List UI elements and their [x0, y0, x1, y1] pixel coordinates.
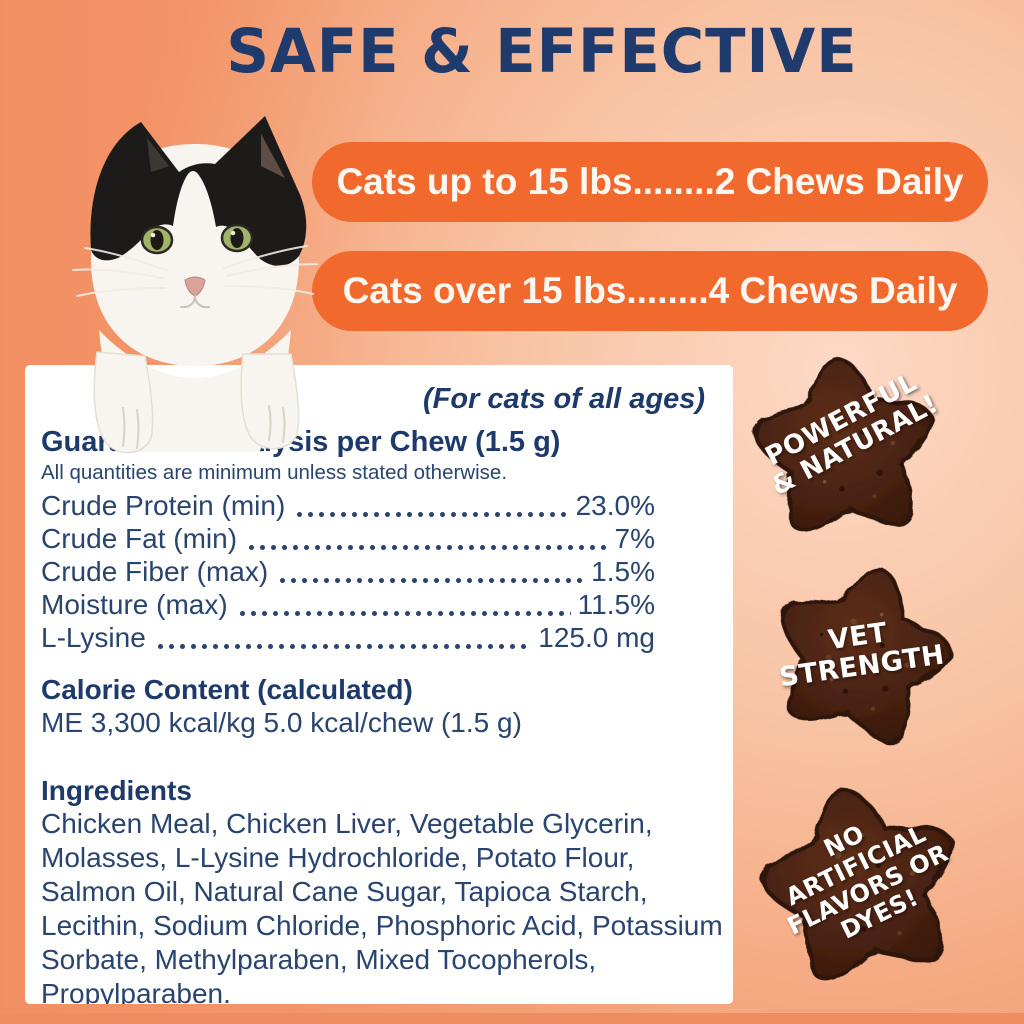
- ages-note: (For cats of all ages): [422, 383, 705, 415]
- analysis-value: 23.0%: [575, 490, 655, 521]
- analysis-value: 7%: [614, 523, 655, 554]
- ingredients-text: Chicken Meal, Chicken Liver, Vegetable G…: [41, 808, 723, 1004]
- table-row: Crude Protein (min) 23.0%: [41, 489, 655, 522]
- ingredients-heading: Ingredients: [41, 775, 192, 806]
- page-title: SAFE & EFFECTIVE: [226, 16, 858, 87]
- dot-leader: [246, 544, 608, 551]
- calorie-content-text: ME 3,300 kcal/kg 5.0 kcal/chew (1.5 g): [41, 707, 522, 738]
- calorie-content-heading: Calorie Content (calculated): [41, 674, 413, 705]
- analysis-label: Crude Fiber (max): [41, 556, 269, 587]
- table-row: Moisture (max) 11.5%: [41, 588, 655, 621]
- table-row: L-Lysine 125.0 mg: [41, 621, 655, 654]
- dosage-text-small-cats: Cats up to 15 lbs........2 Chews Daily: [336, 161, 964, 202]
- analysis-value: 11.5%: [577, 589, 655, 620]
- analysis-value: 1.5%: [591, 556, 655, 587]
- analysis-subnote: All quantities are minimum unless stated…: [41, 461, 508, 484]
- dot-leader: [294, 511, 569, 518]
- dot-leader: [236, 610, 571, 617]
- analysis-value: 125.0 mg: [538, 622, 655, 653]
- cat-photo: [72, 116, 318, 454]
- table-row: Crude Fat (min) 7%: [41, 522, 655, 555]
- guaranteed-analysis-table: Crude Protein (min) 23.0% Crude Fat (min…: [41, 489, 655, 654]
- dosage-text-large-cats: Cats over 15 lbs........4 Chews Daily: [342, 270, 958, 311]
- cat-eyes: [140, 223, 254, 255]
- cat-whiskers: [72, 245, 318, 297]
- analysis-label: L-Lysine: [41, 622, 146, 653]
- nutrition-panel: (For cats of all ages) Guaranteed Analys…: [25, 365, 733, 1004]
- analysis-label: Moisture (max): [41, 589, 228, 620]
- analysis-label: Crude Fat (min): [41, 523, 238, 554]
- dosage-banner-large-cats: Cats over 15 lbs........4 Chews Daily: [312, 251, 988, 331]
- table-row: Crude Fiber (max) 1.5%: [41, 555, 655, 588]
- dosage-banner-small-cats: Cats up to 15 lbs........2 Chews Daily: [312, 142, 988, 222]
- dot-leader: [154, 643, 532, 650]
- dot-leader: [277, 577, 585, 584]
- bottom-border-strip: [0, 1013, 1024, 1024]
- analysis-label: Crude Protein (min): [41, 490, 286, 521]
